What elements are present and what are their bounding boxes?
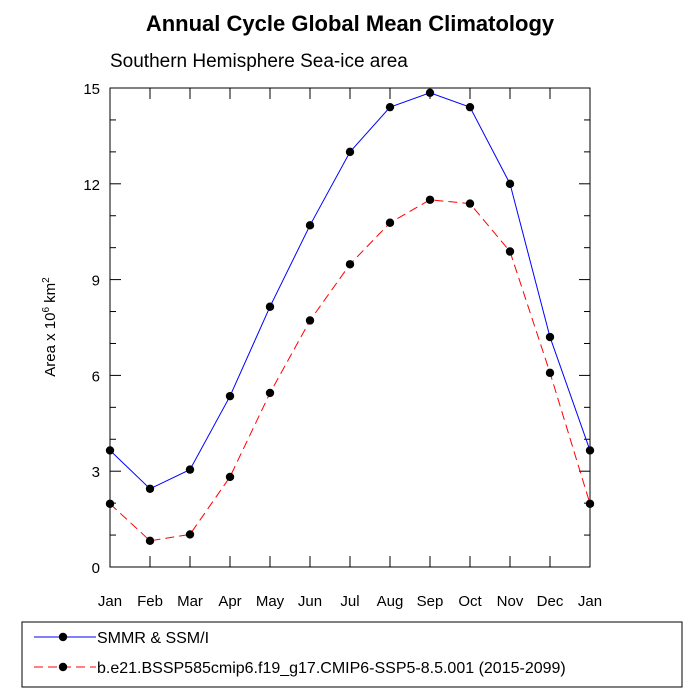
y-tick-label: 15 [83,81,100,98]
series-1-point [225,472,235,482]
series-1-point [145,536,155,546]
series-layer [105,88,595,546]
chart-title: Annual Cycle Global Mean Climatology [146,11,555,36]
series-0-point [385,102,395,112]
series-1-point [265,388,275,398]
legend-label-0: SMMR & SSM/I [97,630,209,647]
x-tick-label: Sep [417,593,444,610]
y-axis-label: Area x 106 km2 [41,277,59,377]
series-0-point [145,484,155,493]
series-1-point [385,218,395,227]
y-tick-label: 0 [92,560,100,577]
ticks-layer [109,87,591,568]
y-tick-label: 9 [92,273,100,290]
y-tick-label: 12 [83,177,100,194]
x-tick-label: Apr [218,593,241,610]
series-1-point [585,499,595,508]
series-1-point [305,316,315,325]
series-0-point [585,446,595,455]
x-tick-labels: Jan Feb Mar Apr May Jun Jul Aug Sep Oct Nov Dec Jan [98,593,602,610]
series-1-point [545,368,555,378]
plot-frame [109,87,591,568]
x-tick-label: May [256,593,285,610]
legend-items: SMMR & SSM/I b.e21.BSSP585cmip6.f19_g17.C… [34,630,566,677]
x-tick-label: Jul [340,593,359,610]
series-1-point [505,247,515,256]
y-tick-labels: 0 3 6 9 12 15 [83,81,100,577]
legend-frame [21,621,683,688]
series-1-point [465,199,475,208]
series-0-point [545,332,555,342]
series-line-1 [109,199,591,542]
chart-subtitle: Southern Hemisphere Sea-ice area [110,51,408,72]
plot-area [105,87,595,568]
series-0-point [105,446,115,455]
series-0-point [505,179,515,188]
series-1-point [345,260,355,269]
series-0-point [185,465,195,474]
legend-label-1: b.e21.BSSP585cmip6.f19_g17.CMIP6-SSP5-8.… [97,660,566,677]
legend-marker-1 [58,662,68,672]
x-tick-label: Aug [377,593,404,610]
x-tick-label: Jan [98,593,122,610]
series-0-point [425,88,435,97]
series-0-point [225,391,235,401]
y-tick-label: 6 [92,368,100,385]
series-0-point [265,302,275,311]
x-tick-label: Feb [137,593,163,610]
series-1-point [105,499,115,508]
x-tick-label: Jun [298,593,322,610]
x-tick-label: Jan [578,593,602,610]
legend: SMMR & SSM/I b.e21.BSSP585cmip6.f19_g17.C… [21,621,683,688]
series-0-point [305,221,315,230]
series-0-point [345,147,355,157]
series-1-point [185,530,195,539]
x-tick-label: Dec [537,593,564,610]
series-0-point [465,102,475,112]
x-tick-label: Nov [497,593,524,610]
y-tick-label: 3 [92,464,100,481]
x-tick-label: Oct [458,593,482,610]
legend-marker-0 [58,632,68,642]
x-tick-label: Mar [177,593,203,610]
series-1-point [425,195,435,204]
